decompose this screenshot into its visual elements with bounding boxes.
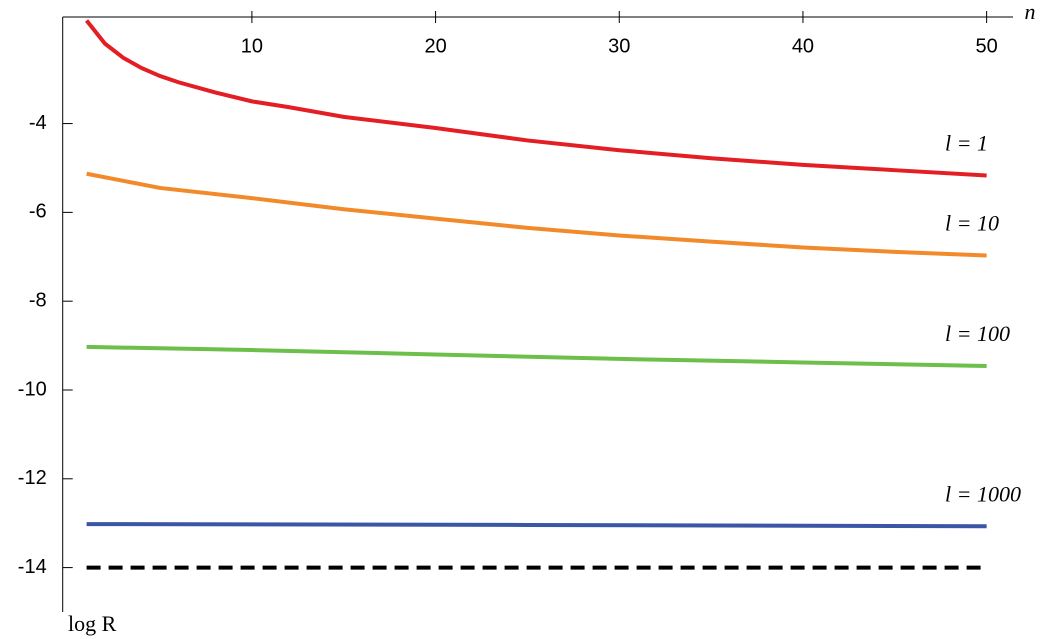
x-tick-label: 20	[424, 35, 446, 57]
y-tick-label: -6	[29, 201, 47, 223]
series-label: l = 1	[945, 131, 988, 156]
y-tick-label: -10	[18, 378, 47, 400]
x-tick-label: 10	[241, 35, 263, 57]
series-label: l = 100	[945, 321, 1010, 346]
line	[86, 344, 987, 369]
x-tick-label: 30	[608, 35, 630, 57]
line	[86, 171, 987, 258]
x-axis-label: n	[1025, 0, 1036, 24]
x-tick-label: 50	[976, 35, 998, 57]
x-tick-label: 40	[792, 35, 814, 57]
line	[85, 19, 987, 178]
line	[86, 522, 987, 529]
y-tick-label: -12	[18, 467, 47, 489]
y-tick-label: -8	[29, 289, 47, 311]
y-axis-label: log R	[68, 611, 117, 636]
series-label: l = 10	[945, 210, 999, 235]
y-tick-label: -4	[29, 112, 47, 134]
y-tick-label: -14	[18, 556, 47, 578]
series-label: l = 1000	[945, 481, 1021, 506]
